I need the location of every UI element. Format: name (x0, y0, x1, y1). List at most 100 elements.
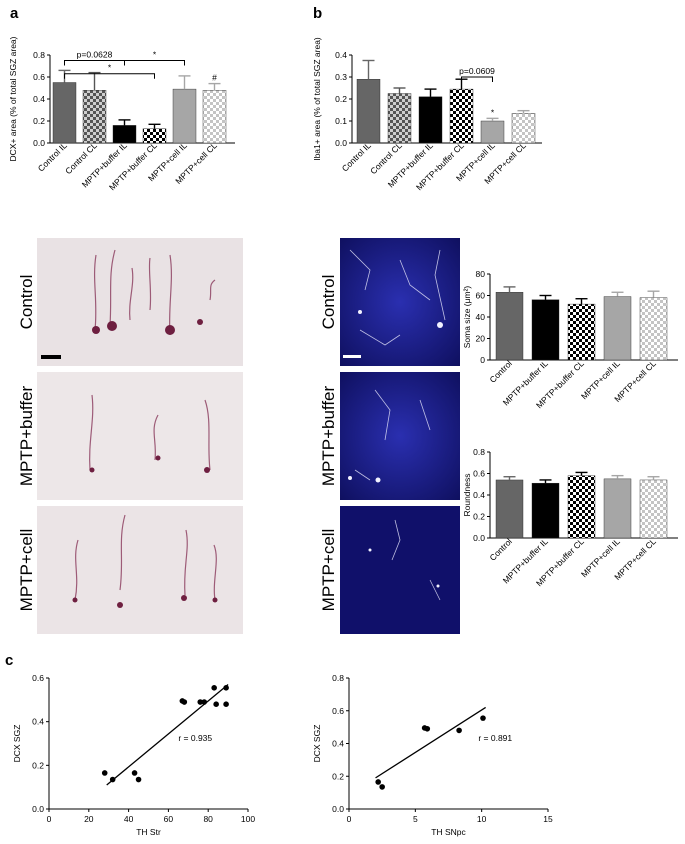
data-point (379, 784, 385, 790)
bar (603, 478, 632, 539)
bar (531, 299, 560, 361)
x-tick-label: 10 (477, 814, 487, 824)
bar (495, 292, 524, 361)
bar-marker: * (491, 107, 495, 117)
x-tick-label: 5 (413, 814, 418, 824)
x-axis-title: TH SNpc (431, 827, 466, 837)
micrograph-mptp-cell-dcx (37, 506, 243, 634)
bar (639, 297, 668, 361)
data-point (109, 776, 116, 783)
left-row-label-control: Control (17, 275, 36, 330)
chart-c1: 0.0 0.2 0.4 0.6 0 20 40 60 80 100 TH Str DCX SGZ r =… (12, 673, 255, 837)
y-tick-label: 60 (476, 291, 486, 301)
y-tick-label: 0.4 (32, 717, 44, 727)
left-row-label-mptp-cell: MPTP+cell (17, 529, 36, 612)
significance-bracket (461, 76, 493, 82)
data-point (480, 715, 486, 721)
data-point (213, 701, 219, 707)
right-row-label-control: Control (319, 275, 338, 330)
micrograph-control-iba1 (340, 238, 460, 366)
significance-label: p=0.0609 (459, 66, 495, 76)
brightfield-micrographs (37, 238, 243, 634)
y-tick-label: 0.2 (33, 116, 45, 126)
y-tick-label: 0.6 (32, 673, 44, 683)
correlation-label: r = 0.891 (478, 733, 512, 743)
significance-label: * (153, 50, 157, 60)
x-tick-label: 20 (84, 814, 94, 824)
bar (172, 88, 197, 144)
y-tick-label: 0.0 (33, 138, 45, 148)
significance-label: p=0.0628 (77, 50, 113, 60)
fluorescence-micrographs (340, 238, 460, 634)
y-axis-title: DCX+ area (% of total SGZ area) (8, 36, 18, 161)
y-tick-label: 0.6 (332, 706, 344, 716)
data-point (375, 779, 381, 785)
y-tick-label: 0 (480, 355, 485, 365)
panel-b-letter: b (313, 5, 322, 22)
y-tick-label: 20 (476, 334, 486, 344)
y-axis-title: Soma size (μm²) (462, 286, 472, 349)
bar (449, 88, 474, 144)
significance-bracket (64, 60, 125, 66)
bar (567, 475, 596, 539)
y-axis-title: DCX SGZ (12, 725, 22, 763)
bar (356, 78, 381, 144)
micrograph-mptp-buffer-dcx (37, 372, 243, 500)
regression-line (375, 706, 486, 779)
chart-round: 0.00.20.40.60.8RoundnessControlMPTP+buff… (462, 447, 678, 588)
bar (418, 96, 443, 144)
y-tick-label: 0.0 (335, 138, 347, 148)
y-tick-label: 0.2 (332, 771, 344, 781)
bar (603, 296, 632, 361)
bar-marker: # (212, 73, 217, 83)
data-point (131, 770, 138, 776)
data-point (211, 685, 217, 691)
bar (112, 125, 137, 144)
significance-bracket (124, 60, 185, 66)
y-tick-label: 0.1 (335, 116, 347, 126)
y-tick-label: 0.4 (332, 739, 344, 749)
bar (531, 482, 560, 539)
significance-bracket (64, 73, 155, 79)
y-tick-label: 0.6 (473, 469, 485, 479)
x-axis-title: TH Str (136, 827, 161, 837)
data-point (101, 770, 108, 776)
category-label: Control (487, 358, 514, 385)
bar (142, 128, 167, 144)
y-tick-label: 0.4 (473, 490, 485, 500)
bar (639, 479, 668, 539)
y-tick-label: 40 (476, 312, 486, 322)
y-tick-label: 0.2 (32, 760, 44, 770)
y-tick-label: 80 (476, 269, 486, 279)
panel-a-letter: a (10, 5, 19, 22)
correlation-label: r = 0.935 (178, 733, 212, 743)
bar (387, 93, 412, 144)
y-axis-title: Iba1+ area (% of total SGZ area) (312, 37, 322, 161)
micrograph-mptp-buffer-iba1 (340, 372, 460, 500)
bar (567, 303, 596, 361)
panel-c-letter: c (5, 652, 13, 669)
y-tick-label: 0.6 (33, 72, 45, 82)
data-point (424, 725, 431, 732)
significance-label: * (108, 63, 112, 73)
x-tick-label: 100 (241, 814, 255, 824)
x-tick-label: 60 (164, 814, 174, 824)
data-point (223, 701, 229, 707)
x-tick-label: 0 (347, 814, 352, 824)
bar (202, 89, 227, 144)
y-tick-label: 0.8 (33, 50, 45, 60)
y-tick-label: 0.0 (32, 804, 44, 814)
right-row-label-mptp-buffer: MPTP+buffer (319, 386, 338, 487)
micrograph-control-dcx (37, 238, 243, 366)
right-row-label-mptp-cell: MPTP+cell (319, 529, 338, 612)
bar (495, 479, 524, 539)
y-tick-label: 0.8 (332, 673, 344, 683)
data-point (181, 699, 188, 705)
micrograph-mptp-cell-iba1 (340, 506, 460, 634)
y-tick-label: 0.8 (473, 447, 485, 457)
bar (480, 120, 505, 144)
data-point (135, 776, 142, 783)
bar (511, 113, 536, 144)
y-tick-label: 0.0 (332, 804, 344, 814)
regression-line (106, 684, 229, 786)
